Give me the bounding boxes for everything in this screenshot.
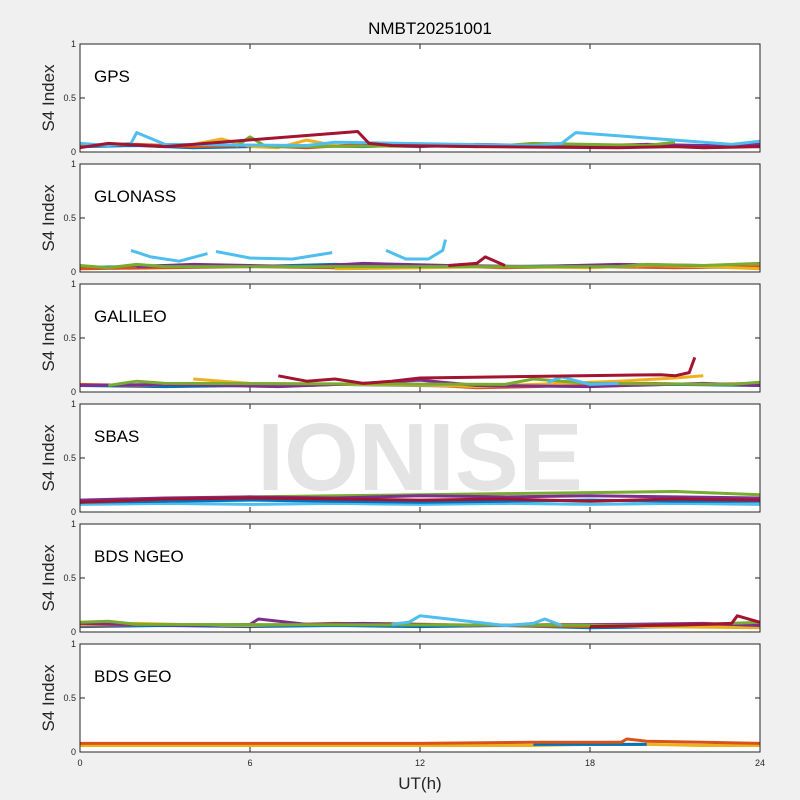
y-tick-label: 0.5	[63, 573, 76, 583]
series-line	[79, 496, 761, 504]
series-line	[391, 614, 563, 627]
x-tick-label: 12	[415, 758, 425, 768]
x-tick-label: 18	[585, 758, 595, 768]
y-axis-label: S4 Index	[39, 664, 58, 732]
y-tick-label: 0	[71, 147, 76, 157]
series-line	[130, 248, 208, 263]
y-axis-label: S4 Index	[39, 184, 58, 252]
series-line	[546, 375, 619, 386]
plot-area	[80, 644, 760, 752]
panel-title: GALILEO	[94, 307, 167, 326]
series-line	[80, 737, 761, 745]
panel-title: GLONASS	[94, 187, 176, 206]
y-tick-label: 0.5	[63, 693, 76, 703]
plot-area	[80, 44, 760, 152]
panel-title: BDS NGEO	[94, 547, 184, 566]
y-tick-label: 0.5	[63, 453, 76, 463]
y-tick-label: 0	[71, 267, 76, 277]
series-line	[448, 255, 506, 267]
panel-gps	[79, 43, 761, 153]
series-line	[193, 137, 336, 150]
panel-title: BDS GEO	[94, 667, 171, 686]
panel-bds-ngeo	[79, 523, 761, 633]
series-line	[108, 377, 761, 387]
y-tick-label: 0	[71, 387, 76, 397]
series-line	[215, 250, 333, 261]
series-line	[385, 239, 447, 261]
series-line	[79, 501, 761, 506]
y-tick-label: 0.5	[63, 213, 76, 223]
y-tick-label: 0.5	[63, 93, 76, 103]
series-line	[79, 261, 761, 270]
x-axis-label: UT(h)	[398, 774, 441, 793]
y-tick-label: 0	[71, 747, 76, 757]
plot-area	[80, 164, 760, 272]
chart-title: NMBT20251001	[368, 19, 492, 38]
y-tick-label: 1	[71, 159, 76, 169]
y-tick-label: 1	[71, 39, 76, 49]
panel-title: SBAS	[94, 427, 139, 446]
series-line	[278, 356, 697, 385]
panel-bds-geo	[79, 643, 761, 753]
series-line	[79, 130, 761, 150]
x-tick-label: 24	[755, 758, 765, 768]
plot-area	[80, 524, 760, 632]
panel-galileo	[79, 283, 761, 393]
y-axis-label: S4 Index	[39, 304, 58, 372]
panel-title: GPS	[94, 67, 130, 86]
y-tick-label: 1	[71, 639, 76, 649]
y-tick-label: 1	[71, 399, 76, 409]
series-line	[589, 614, 761, 629]
y-tick-label: 0.5	[63, 333, 76, 343]
y-axis-label: S4 Index	[39, 424, 58, 492]
y-tick-label: 1	[71, 519, 76, 529]
panel-sbas	[79, 403, 761, 513]
x-tick-label: 0	[77, 758, 82, 768]
y-tick-label: 0	[71, 627, 76, 637]
y-axis-label: S4 Index	[39, 544, 58, 612]
y-axis-label: S4 Index	[39, 64, 58, 132]
y-tick-label: 0	[71, 507, 76, 517]
panel-glonass	[79, 163, 761, 273]
y-tick-label: 1	[71, 279, 76, 289]
watermark: IONISE	[257, 404, 582, 511]
x-tick-label: 6	[247, 758, 252, 768]
